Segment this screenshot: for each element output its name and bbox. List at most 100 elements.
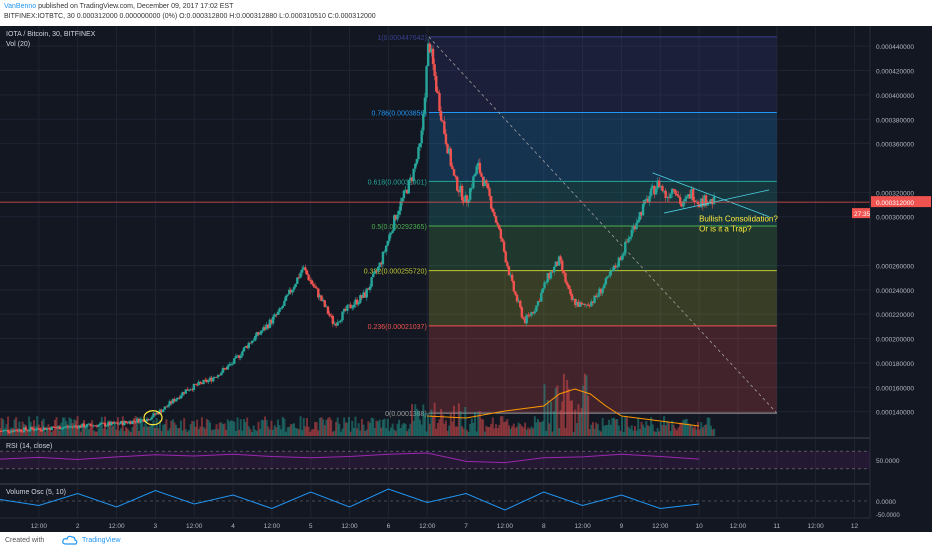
- candle-body: [475, 166, 478, 175]
- price-tick-label: 0.000260000: [876, 263, 914, 270]
- candle-body: [661, 185, 664, 191]
- volume-bar: [456, 426, 459, 436]
- volume-bar: [564, 427, 567, 436]
- volume-bar: [212, 429, 215, 436]
- volume-bar: [611, 418, 614, 436]
- volume-bar: [680, 422, 683, 436]
- volume-bar: [406, 431, 409, 436]
- volume-bar: [47, 424, 50, 436]
- candle-body: [599, 288, 603, 294]
- volume-bar: [449, 412, 452, 436]
- volume-bar: [519, 424, 522, 436]
- volume-bar: [373, 428, 376, 436]
- candle-body: [380, 262, 383, 265]
- candle-body: [399, 201, 402, 211]
- volume-bar: [367, 421, 370, 436]
- candle-body: [199, 381, 202, 383]
- volume-bar: [684, 419, 687, 436]
- candle-body: [307, 274, 310, 281]
- candle-body: [194, 383, 197, 385]
- candle-body: [244, 345, 247, 348]
- volume-bar: [154, 427, 157, 436]
- volume-bar: [50, 431, 53, 436]
- volume-bar: [608, 419, 611, 436]
- candle-body: [664, 190, 667, 199]
- volume-bar: [465, 430, 468, 436]
- volume-bar: [651, 424, 654, 436]
- candle-body: [90, 425, 94, 427]
- volume-bar: [294, 427, 297, 436]
- candle-body: [351, 307, 354, 309]
- author-link[interactable]: VanBenno: [4, 3, 37, 10]
- candle-body: [115, 422, 118, 424]
- volume-bar: [677, 427, 680, 436]
- chart-canvas[interactable]: 1(0.000447642) 0.786(0.0003856) 0.618(0.00…: [0, 26, 932, 532]
- candle-body: [247, 342, 251, 348]
- volume-bar: [558, 428, 561, 436]
- candle-body: [333, 323, 336, 325]
- candle-body: [171, 399, 175, 404]
- candle-body: [675, 193, 679, 196]
- volume-bar: [430, 409, 433, 436]
- candle-body: [47, 428, 50, 429]
- candle-body: [45, 428, 49, 430]
- candle-body: [585, 304, 588, 306]
- volume-bar: [658, 431, 661, 436]
- candle-body: [389, 232, 393, 235]
- candle-body: [29, 427, 32, 431]
- candle-body: [152, 413, 155, 418]
- candle-body: [561, 260, 564, 271]
- volume-bar: [585, 375, 588, 436]
- candle-body: [441, 120, 444, 122]
- candle-body: [302, 267, 305, 270]
- candle-body: [56, 426, 60, 428]
- candle-body: [113, 422, 116, 424]
- candle-body: [583, 304, 587, 305]
- candle-body: [296, 277, 299, 284]
- volume-bar: [270, 420, 273, 436]
- volume-bar: [612, 417, 615, 436]
- candle-body: [543, 282, 546, 289]
- candle-body: [573, 298, 577, 306]
- candle-body: [443, 121, 446, 134]
- volume-bar: [616, 419, 619, 436]
- volume-bar: [638, 429, 641, 436]
- candle-body: [163, 406, 167, 410]
- candle-body: [283, 300, 286, 306]
- candle-body: [328, 313, 331, 316]
- volume-bar: [139, 416, 142, 436]
- candle-body: [191, 389, 194, 391]
- candle-body: [241, 351, 244, 356]
- candle-body: [402, 190, 406, 199]
- volume-bar: [314, 421, 317, 436]
- candle-body: [388, 234, 391, 241]
- candle-body: [132, 420, 136, 422]
- fib-zone: [428, 226, 777, 271]
- candle-body: [683, 198, 687, 202]
- volume-bar: [218, 422, 221, 436]
- candle-body: [376, 266, 380, 272]
- candle-body: [27, 430, 31, 432]
- candle-body: [596, 295, 600, 297]
- volume-bar: [362, 424, 365, 436]
- volume-bar: [579, 413, 582, 436]
- volume-bar: [2, 419, 5, 436]
- volume-bar: [267, 426, 270, 436]
- candle-body: [304, 267, 307, 271]
- candle-body: [522, 317, 525, 319]
- candle-body: [580, 302, 583, 305]
- candle-body: [425, 66, 428, 98]
- candle-body: [239, 355, 242, 359]
- fib-zone: [428, 270, 777, 326]
- volume-bar: [278, 425, 281, 436]
- volume-bar: [540, 422, 543, 436]
- volume-bar: [483, 431, 486, 436]
- candle-body: [242, 347, 246, 352]
- candle-body: [116, 423, 120, 425]
- volume-bar: [284, 431, 287, 436]
- volume-bar: [364, 430, 367, 436]
- volume-bar: [87, 429, 90, 436]
- candle-body: [423, 97, 427, 114]
- time-tick-label: 12:00: [574, 523, 591, 530]
- tradingview-brand[interactable]: TradingView: [82, 537, 121, 544]
